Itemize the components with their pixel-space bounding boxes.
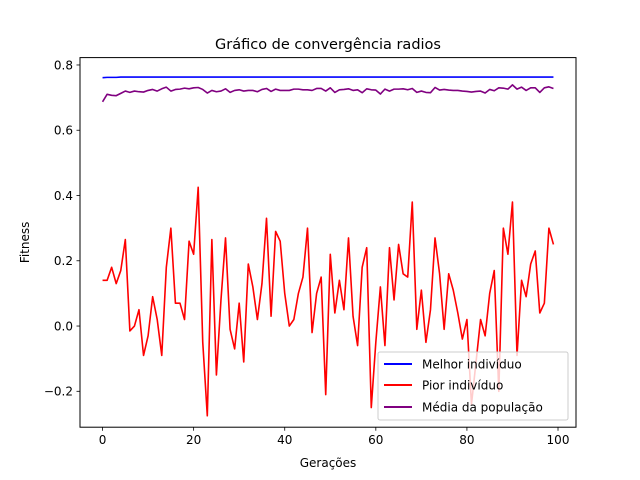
x-tick-label: 40 (277, 433, 292, 447)
y-tick-label: 0.4 (54, 189, 73, 203)
chart-title: Gráfico de convergência radios (215, 37, 441, 53)
x-axis-ticks: 0 20 40 60 80 100 (99, 427, 570, 447)
y-tick-label: 0.8 (54, 58, 73, 72)
y-axis-label: Fitness (18, 222, 32, 264)
y-tick-label: −0.2 (44, 385, 73, 399)
plot-lines (101, 76, 555, 417)
x-tick-label: 20 (186, 433, 201, 447)
legend: Melhor indivíduo Pior indivíduo Média da… (377, 351, 569, 421)
y-tick-label: 0.6 (54, 124, 73, 138)
legend-label-worst: Pior indivíduo (422, 379, 503, 393)
series-line-best (102, 76, 554, 79)
y-tick-label: 0.2 (54, 254, 73, 268)
x-tick-label: 80 (459, 433, 474, 447)
x-tick-label: 60 (368, 433, 383, 447)
legend-label-mean: Média da população (422, 401, 543, 415)
plot-frame (79, 57, 577, 428)
y-tick-label: 0.0 (54, 319, 73, 333)
x-axis-label: Gerações (300, 456, 357, 470)
series-line-worst (102, 186, 555, 417)
y-axis-ticks: −0.2 0.0 0.2 0.4 0.6 0.8 (44, 58, 80, 399)
legend-box (377, 351, 569, 421)
series-line-mean (101, 84, 554, 103)
x-tick-label: 0 (99, 433, 107, 447)
legend-label-best: Melhor indivíduo (422, 358, 522, 372)
x-tick-label: 100 (547, 433, 570, 447)
